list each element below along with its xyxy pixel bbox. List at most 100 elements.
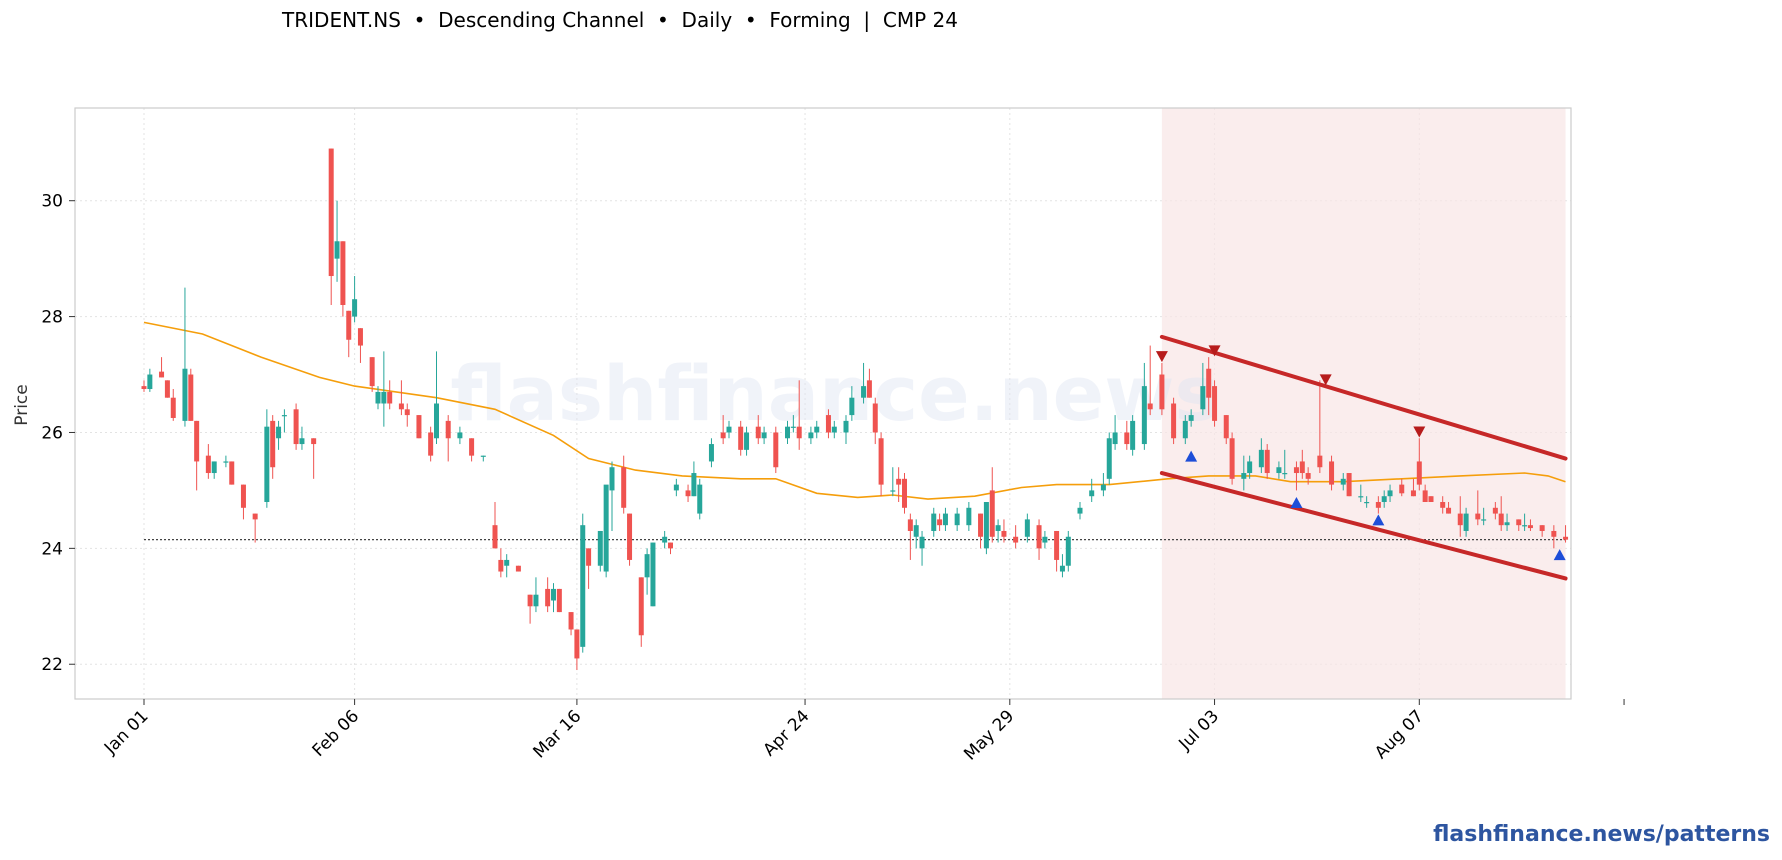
candle [1065, 530, 1071, 572]
candle [1358, 484, 1364, 502]
candle-body [691, 473, 697, 497]
candle [270, 415, 276, 479]
candle [755, 415, 761, 445]
x-tick-label: Jan 01 [100, 706, 153, 759]
candle-body [1124, 432, 1130, 445]
candle [896, 467, 902, 502]
candle [1241, 455, 1247, 491]
candle-body [1329, 461, 1335, 485]
candle [1276, 461, 1282, 479]
candle-body [989, 490, 995, 537]
candle [931, 507, 937, 537]
candle-body [785, 426, 790, 439]
candle [223, 455, 229, 468]
candle [346, 310, 352, 358]
footer-patterns-link[interactable]: flashfinance.news/patterns [1433, 822, 1770, 847]
candle-body [1229, 438, 1235, 479]
candle-body [357, 328, 363, 346]
trough-marker [1290, 497, 1303, 508]
candle [1551, 525, 1557, 549]
candle [1381, 490, 1387, 508]
candle [773, 426, 779, 474]
candle [205, 444, 211, 479]
candle [1317, 380, 1323, 474]
candle-body [492, 525, 498, 549]
candle-body [188, 374, 194, 421]
candle [650, 542, 656, 607]
candle [1440, 496, 1446, 514]
candle [603, 484, 609, 578]
candle-body [1258, 449, 1264, 468]
candle-body [398, 403, 404, 410]
candle-body [276, 426, 282, 439]
candle-body [1112, 432, 1118, 445]
candle-body [1293, 467, 1299, 474]
candle [609, 461, 615, 531]
candle [580, 513, 586, 653]
candle [164, 380, 170, 398]
candle [1124, 420, 1130, 450]
candle [638, 577, 644, 647]
candle [252, 513, 258, 543]
candle [1416, 438, 1422, 491]
candle-body [1399, 484, 1405, 494]
candle [170, 389, 176, 421]
candle-body [387, 391, 393, 404]
candle-body [346, 310, 352, 340]
x-tick-label: Jul 03 [1175, 706, 1223, 754]
candle-body [621, 467, 627, 508]
candle-body [685, 490, 691, 497]
candle [381, 351, 387, 427]
candle-body [164, 380, 170, 398]
candle [954, 507, 960, 531]
candle-body [498, 559, 504, 572]
trough-marker [1185, 450, 1198, 462]
candle-body [1241, 473, 1247, 479]
candle-body [568, 612, 574, 630]
candle [685, 484, 691, 502]
candle [1147, 345, 1153, 416]
candle-body [1206, 368, 1212, 398]
candle-body [1036, 525, 1042, 549]
candle-body [375, 391, 381, 404]
candle-body [861, 386, 867, 398]
candle-body [1387, 490, 1393, 497]
candle [334, 200, 340, 282]
candle [1563, 525, 1569, 543]
candle [849, 386, 855, 421]
candle-body [1054, 530, 1060, 560]
candle [159, 357, 165, 378]
candle [597, 530, 603, 572]
candle-body [1317, 455, 1323, 468]
candle-body [983, 502, 989, 549]
candle-body [240, 484, 246, 508]
candle-body [831, 426, 837, 433]
candle-body [738, 426, 744, 450]
candle [1399, 478, 1405, 497]
candle [545, 577, 551, 613]
candle [1293, 461, 1299, 491]
candle [627, 513, 633, 566]
peak-marker [1155, 351, 1168, 363]
chart-title: TRIDENT.NS • Descending Channel • Daily … [282, 8, 958, 32]
candle [1247, 455, 1253, 479]
candle-body [545, 588, 551, 607]
x-tick-label: May 29 [960, 706, 1018, 764]
candle [1364, 496, 1370, 508]
candle-body [1428, 496, 1434, 502]
candle [1305, 467, 1311, 485]
candle-body [194, 420, 200, 462]
candle [469, 438, 475, 462]
candle [194, 420, 200, 491]
candle [527, 594, 533, 624]
candle [1059, 554, 1065, 578]
candle-body [515, 565, 521, 572]
peak-marker [1319, 374, 1332, 386]
candle-body [1457, 513, 1463, 526]
candle-body [744, 432, 750, 450]
candle-body [954, 513, 960, 526]
candle [328, 148, 334, 305]
candle [1013, 525, 1019, 549]
candle [1346, 473, 1352, 497]
candle-body [609, 467, 615, 491]
